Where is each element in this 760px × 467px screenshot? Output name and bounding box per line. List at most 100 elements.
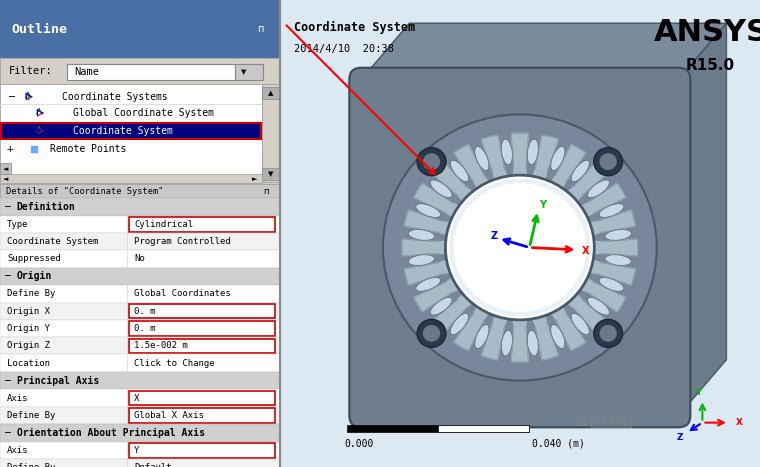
Ellipse shape	[551, 325, 565, 349]
Polygon shape	[587, 184, 625, 213]
Text: ─: ─	[5, 375, 10, 386]
Text: Define By: Define By	[7, 463, 55, 467]
Polygon shape	[535, 135, 559, 173]
FancyBboxPatch shape	[261, 84, 280, 182]
Ellipse shape	[430, 297, 452, 315]
FancyBboxPatch shape	[0, 268, 280, 285]
Text: Define By: Define By	[7, 411, 55, 420]
Text: Coordinate System: Coordinate System	[7, 237, 98, 246]
FancyBboxPatch shape	[0, 303, 280, 320]
Polygon shape	[531, 312, 546, 325]
Text: Origin Y: Origin Y	[7, 324, 50, 333]
Text: Outline: Outline	[11, 23, 67, 36]
Text: Definition: Definition	[17, 202, 75, 212]
Text: Axis: Axis	[7, 446, 28, 455]
FancyBboxPatch shape	[0, 442, 280, 459]
FancyBboxPatch shape	[0, 174, 261, 183]
FancyBboxPatch shape	[262, 168, 279, 180]
Polygon shape	[404, 262, 444, 285]
Polygon shape	[587, 222, 599, 236]
Polygon shape	[555, 312, 586, 350]
Circle shape	[383, 114, 657, 381]
Text: Y: Y	[695, 388, 701, 397]
Ellipse shape	[408, 230, 435, 241]
Polygon shape	[565, 291, 581, 307]
Polygon shape	[535, 322, 559, 360]
Text: ◄: ◄	[3, 166, 8, 171]
Circle shape	[600, 325, 617, 342]
Text: 1.5e-002 m: 1.5e-002 m	[135, 341, 188, 350]
FancyBboxPatch shape	[0, 198, 280, 216]
Text: Orientation About Principal Axis: Orientation About Principal Axis	[17, 428, 204, 438]
FancyBboxPatch shape	[128, 391, 275, 405]
Ellipse shape	[572, 313, 589, 335]
FancyBboxPatch shape	[0, 285, 280, 303]
Text: п: п	[263, 186, 268, 196]
Ellipse shape	[502, 139, 512, 165]
Polygon shape	[513, 316, 527, 326]
Polygon shape	[441, 259, 453, 273]
Polygon shape	[361, 23, 727, 79]
Text: Origin Z: Origin Z	[7, 341, 50, 350]
Polygon shape	[591, 241, 600, 254]
FancyBboxPatch shape	[0, 0, 280, 58]
Text: ─: ─	[8, 92, 14, 102]
Text: Details of "Coordinate System": Details of "Coordinate System"	[5, 186, 163, 196]
Polygon shape	[587, 259, 599, 273]
Polygon shape	[578, 204, 593, 219]
Text: Name: Name	[74, 67, 99, 77]
Text: 0.000: 0.000	[344, 439, 374, 449]
FancyBboxPatch shape	[0, 84, 261, 182]
Text: Coordinate System: Coordinate System	[294, 21, 415, 34]
Polygon shape	[414, 184, 453, 213]
Polygon shape	[439, 241, 449, 254]
Text: Origin X: Origin X	[7, 307, 50, 316]
Circle shape	[423, 325, 440, 342]
Polygon shape	[431, 299, 467, 334]
Text: ▼: ▼	[241, 70, 246, 75]
Polygon shape	[587, 282, 625, 311]
Text: 2014/4/10  20:38: 2014/4/10 20:38	[294, 44, 394, 54]
Ellipse shape	[527, 139, 538, 165]
Polygon shape	[596, 210, 635, 233]
FancyBboxPatch shape	[128, 443, 275, 458]
Polygon shape	[493, 312, 508, 325]
Ellipse shape	[451, 160, 468, 182]
Polygon shape	[572, 161, 609, 196]
Polygon shape	[454, 145, 485, 183]
Polygon shape	[474, 304, 490, 318]
Text: Define By: Define By	[7, 290, 55, 298]
FancyBboxPatch shape	[128, 321, 275, 336]
FancyBboxPatch shape	[0, 58, 280, 84]
Ellipse shape	[587, 297, 610, 315]
Polygon shape	[447, 204, 462, 219]
Polygon shape	[447, 276, 462, 291]
Polygon shape	[454, 312, 485, 350]
Text: Click to Change: Click to Change	[135, 359, 215, 368]
Ellipse shape	[605, 230, 632, 241]
Text: Coordinate System: Coordinate System	[73, 126, 173, 136]
Ellipse shape	[599, 277, 624, 291]
Text: 0. m: 0. m	[135, 324, 156, 333]
Ellipse shape	[551, 146, 565, 170]
Polygon shape	[596, 262, 635, 285]
Ellipse shape	[416, 204, 441, 218]
FancyBboxPatch shape	[0, 122, 261, 139]
FancyBboxPatch shape	[262, 87, 279, 99]
Circle shape	[600, 153, 617, 170]
Polygon shape	[493, 170, 508, 183]
Polygon shape	[459, 188, 475, 204]
Polygon shape	[549, 304, 565, 318]
Text: X: X	[581, 246, 589, 256]
Text: Type: Type	[7, 220, 28, 229]
Text: Z: Z	[491, 231, 498, 241]
Text: +: +	[7, 143, 14, 154]
Polygon shape	[513, 169, 527, 179]
Text: ▲: ▲	[268, 90, 274, 96]
Ellipse shape	[416, 277, 441, 291]
Polygon shape	[572, 299, 609, 334]
FancyBboxPatch shape	[0, 216, 280, 233]
Text: ▼: ▼	[268, 171, 274, 177]
FancyBboxPatch shape	[0, 459, 280, 467]
Polygon shape	[441, 222, 453, 236]
